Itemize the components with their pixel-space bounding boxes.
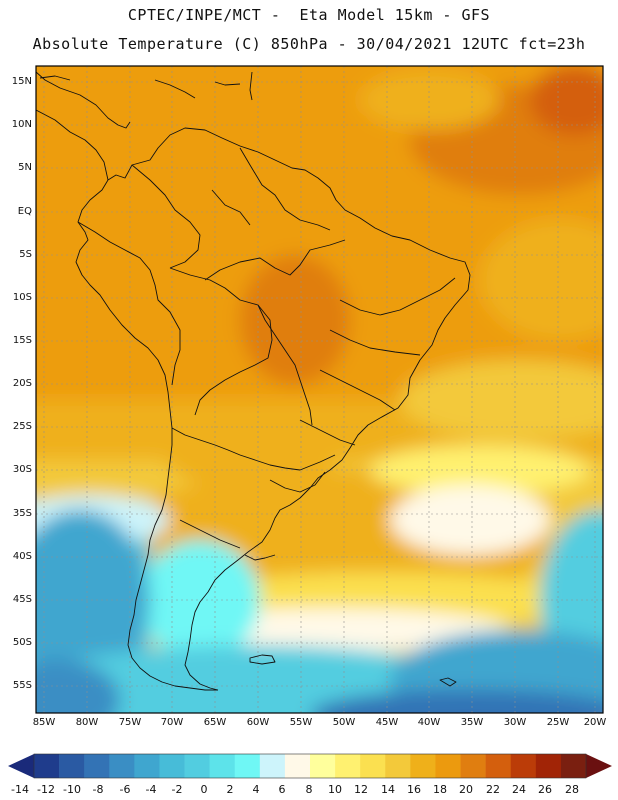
lat-label: 10S: [12, 292, 32, 303]
colorbar-label: 8: [305, 783, 313, 796]
colorbar-cell: [310, 754, 336, 778]
colorbar-cell: [335, 754, 361, 778]
lon-label: 20W: [583, 717, 607, 728]
lat-label: 30S: [12, 464, 32, 475]
colorbar-label: -12: [37, 783, 55, 796]
colorbar-label: 18: [433, 783, 447, 796]
lat-label: 40S: [12, 551, 32, 562]
colorbar-label: 28: [565, 783, 579, 796]
lon-label: 35W: [460, 717, 484, 728]
colorbar-label: -14: [11, 783, 29, 796]
colorbar-cell: [234, 754, 261, 778]
colorbar-label: 0: [200, 783, 208, 796]
chart-subtitle: Absolute Temperature (C) 850hPa - 30/04/…: [32, 35, 586, 53]
lon-label: 45W: [375, 717, 399, 728]
lat-label: 25S: [12, 421, 32, 432]
colorbar-label: -6: [119, 783, 131, 796]
colorbar-cell: [535, 754, 562, 778]
colorbar-label: 22: [486, 783, 500, 796]
colorbar-cell: [410, 754, 436, 778]
colorbar-label: 12: [354, 783, 368, 796]
colorbar-cell: [284, 754, 311, 778]
lat-label: 15S: [12, 335, 32, 346]
lon-label: 85W: [32, 717, 56, 728]
colorbar-cell: [435, 754, 461, 778]
lon-label: 80W: [75, 717, 99, 728]
colorbar-label: 16: [407, 783, 421, 796]
coastlines: [36, 71, 471, 691]
lat-label: 20S: [12, 378, 32, 389]
colorbar: [8, 753, 612, 779]
lat-label: 5S: [19, 249, 32, 260]
colorbar-cell: [485, 754, 512, 778]
colorbar-label: 26: [538, 783, 552, 796]
colorbar-label: -8: [92, 783, 104, 796]
colorbar-cell: [34, 754, 60, 778]
colorbar-label: 2: [226, 783, 234, 796]
colorbar-cell: [159, 754, 185, 778]
lat-label: 5N: [18, 162, 32, 173]
colorbar-cell: [259, 754, 286, 778]
colorbar-label: -10: [63, 783, 81, 796]
colorbar-max-arrow: [586, 754, 612, 778]
colorbar-cell: [510, 754, 537, 778]
colorbar-label: 20: [459, 783, 473, 796]
colorbar-label: 14: [381, 783, 395, 796]
colorbar-cell: [109, 754, 135, 778]
colorbar-cell: [385, 754, 411, 778]
colorbar-label: 4: [252, 783, 260, 796]
lon-label: 40W: [417, 717, 441, 728]
lon-label: 55W: [289, 717, 313, 728]
colorbar-cell: [59, 754, 85, 778]
chart-title: CPTEC/INPE/MCT - Eta Model 15km - GFS: [127, 6, 491, 24]
map-frame: [35, 65, 604, 714]
colorbar-label: -4: [145, 783, 157, 796]
colorbar-cell: [184, 754, 210, 778]
colorbar-cell: [460, 754, 486, 778]
lon-label: 50W: [332, 717, 356, 728]
colorbar-label: 10: [328, 783, 342, 796]
lon-label: 65W: [203, 717, 227, 728]
colorbar-cell: [84, 754, 110, 778]
lat-label: 35S: [12, 508, 32, 519]
colorbar-cell: [360, 754, 386, 778]
lon-label: 30W: [503, 717, 527, 728]
colorbar-min-arrow: [8, 754, 34, 778]
lat-label: 45S: [12, 594, 32, 605]
colorbar-cell: [560, 754, 587, 778]
colorbar-label: 6: [278, 783, 286, 796]
lat-label: EQ: [17, 206, 32, 217]
colorbar-cell: [134, 754, 160, 778]
lon-label: 70W: [160, 717, 184, 728]
colorbar-cell: [209, 754, 236, 778]
colorbar-label: 24: [512, 783, 526, 796]
lon-label: 75W: [118, 717, 142, 728]
lat-label: 15N: [11, 76, 32, 87]
lon-label: 60W: [246, 717, 270, 728]
colorbar-label: -2: [171, 783, 183, 796]
lat-label: 50S: [12, 637, 32, 648]
lat-label: 10N: [11, 119, 32, 130]
lat-label: 55S: [12, 680, 32, 691]
lon-label: 25W: [546, 717, 570, 728]
